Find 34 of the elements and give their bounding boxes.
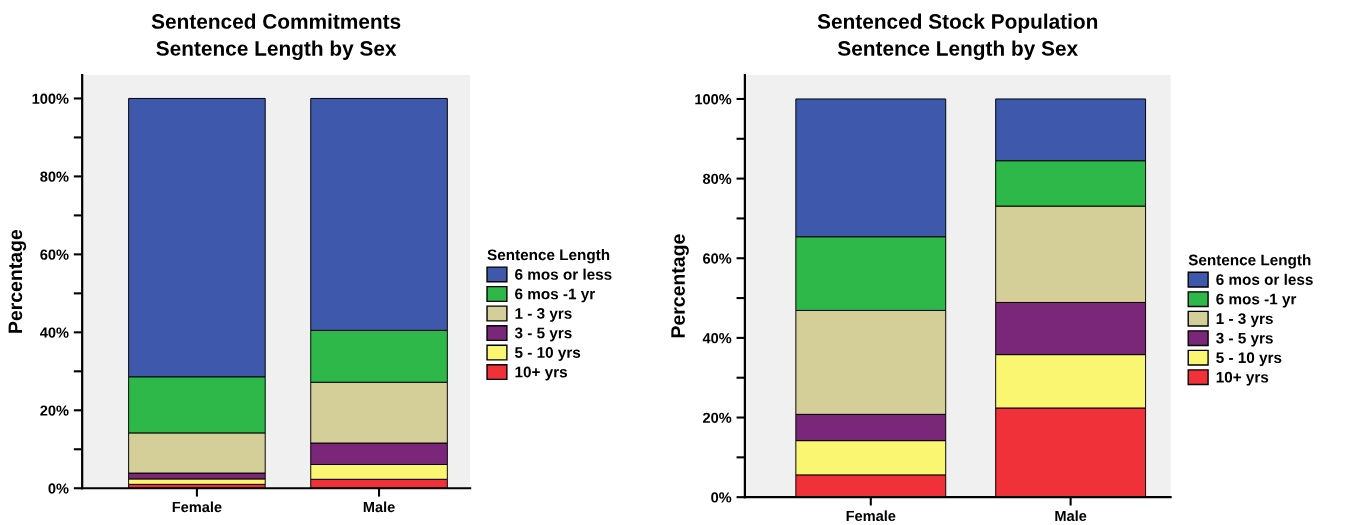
y-tick-label: 0%	[711, 492, 732, 503]
y-tick-label: 20%	[703, 412, 732, 423]
y-tick-label: 80%	[40, 171, 69, 182]
x-tick-label: Male	[1055, 510, 1087, 522]
y-tick-label: 40%	[702, 332, 732, 344]
legend-label: 6 mos -1 yr	[515, 288, 595, 303]
legend-label: 3 - 5 yrs	[1216, 332, 1273, 347]
y-axis-title: Percentage	[671, 234, 689, 338]
legend-label: 5 - 10 yrs	[1216, 352, 1282, 367]
legend-label: 1 - 3 yrs	[1216, 313, 1273, 328]
legend-label: 6 mos -1 yr	[1216, 293, 1297, 308]
legend-label: 10+ yrs	[1216, 371, 1269, 386]
chart-title: Sentenced Stock Population Sentence Length by Sex	[817, 13, 1098, 61]
legend-label: 1 - 3 yrs	[515, 308, 572, 322]
y-tick-label: 0%	[48, 483, 69, 494]
legend-label: 5 - 10 yrs	[515, 347, 581, 361]
legend-label: 6 mos or less	[1216, 273, 1313, 285]
y-tick-label: 80%	[702, 173, 732, 185]
x-tick-label: Female	[172, 501, 222, 513]
y-tick-label: 60%	[703, 253, 732, 264]
y-axis-title: Percentage	[8, 229, 27, 333]
legend-title: Sentence Length	[487, 249, 610, 264]
legend-label: 6 mos or less	[515, 268, 612, 280]
x-tick-label: Male	[363, 501, 395, 513]
y-tick-label: 60%	[40, 249, 69, 260]
x-tick-label: Female	[846, 510, 896, 522]
legend-label: 10+ yrs	[515, 366, 567, 381]
chart-title: Sentenced Commitments Sentence Length by Sex	[151, 13, 401, 61]
y-tick-label: 40%	[40, 327, 69, 338]
y-tick-label: 100%	[695, 94, 732, 105]
legend-label: 3 - 5 yrs	[514, 327, 572, 342]
legend-title: Sentence Length	[1188, 254, 1311, 269]
y-tick-label: 100%	[32, 93, 69, 104]
y-tick-label: 20%	[40, 405, 69, 416]
